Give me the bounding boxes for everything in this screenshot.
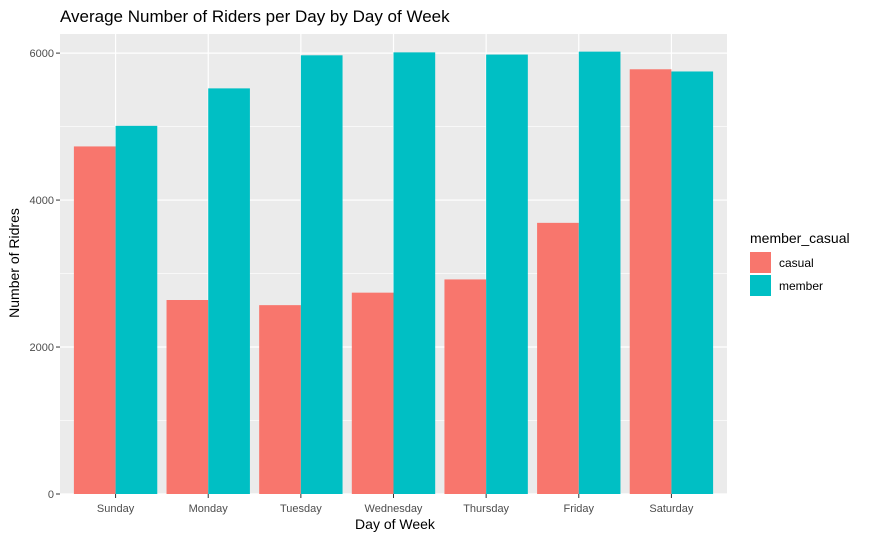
- x-axis-title: Day of Week: [355, 516, 436, 532]
- x-tick-label: Saturday: [649, 503, 694, 515]
- y-tick-label: 0: [48, 489, 54, 501]
- bar-casual: [629, 69, 672, 494]
- bar-member: [115, 125, 158, 495]
- y-tick-label: 2000: [30, 342, 54, 354]
- bar-casual: [537, 222, 579, 494]
- x-tick-label: Thursday: [463, 503, 509, 515]
- bar-casual: [73, 146, 116, 495]
- y-axis: 0 2000 4000 6000: [30, 48, 60, 501]
- y-axis-title: Number of Ridres: [6, 208, 22, 318]
- x-tick-label: Tuesday: [280, 503, 322, 515]
- bars: [73, 51, 714, 495]
- legend-label-casual: casual: [779, 256, 814, 270]
- legend-key-casual: [750, 252, 771, 273]
- y-tick-label: 6000: [30, 48, 54, 60]
- x-tick-label: Monday: [189, 503, 229, 515]
- bar-member: [671, 71, 714, 494]
- bar-member: [393, 52, 436, 494]
- chart-title: Average Number of Riders per Day by Day …: [60, 7, 450, 26]
- bar-member: [486, 54, 528, 495]
- legend-key-member: [750, 275, 771, 296]
- legend-label-member: member: [779, 279, 823, 293]
- bar-casual: [259, 305, 301, 494]
- bar-member: [208, 88, 250, 494]
- x-tick-label: Sunday: [97, 503, 135, 515]
- y-tick-label: 4000: [30, 195, 54, 207]
- x-tick-label: Wednesday: [365, 503, 423, 515]
- bar-casual: [166, 300, 209, 494]
- legend-title: member_casual: [750, 230, 850, 246]
- bar-casual: [351, 292, 394, 494]
- x-tick-label: Friday: [563, 503, 594, 515]
- bar-member: [300, 55, 343, 494]
- bar-member: [578, 51, 621, 495]
- x-axis: Sunday Monday Tuesday Wednesday Thursday Frid…: [97, 494, 694, 515]
- bar-casual: [444, 279, 487, 494]
- legend: member_casual casual member: [750, 230, 850, 296]
